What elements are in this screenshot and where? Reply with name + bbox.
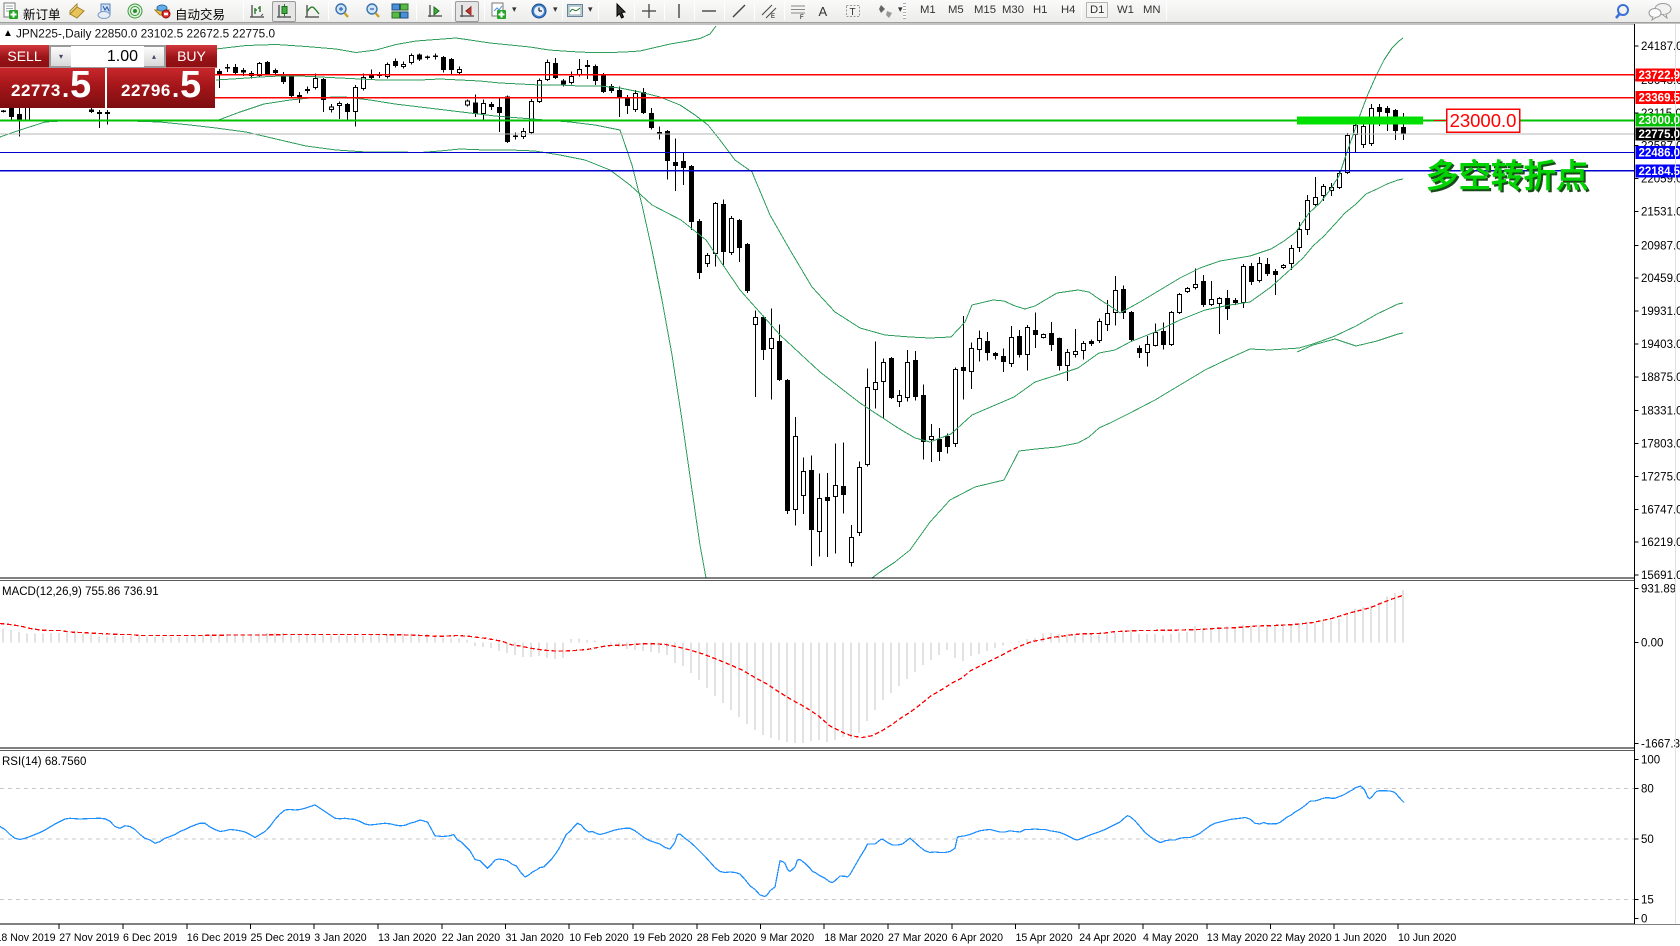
svg-text:24 Apr 2020: 24 Apr 2020 xyxy=(1079,932,1136,944)
svg-text:23000.0: 23000.0 xyxy=(1639,115,1680,127)
svg-text:-1667.31: -1667.31 xyxy=(1641,738,1680,750)
svg-text:931.89: 931.89 xyxy=(1641,584,1676,596)
svg-text:18 Mar 2020: 18 Mar 2020 xyxy=(824,932,884,944)
svg-text:23369.5: 23369.5 xyxy=(1639,93,1680,105)
svg-text:23000.0: 23000.0 xyxy=(1450,110,1517,131)
svg-text:15691.0: 15691.0 xyxy=(1641,570,1680,582)
svg-text:22 May 2020: 22 May 2020 xyxy=(1271,932,1332,944)
svg-text:E: E xyxy=(771,14,775,20)
svg-text:T: T xyxy=(850,7,856,18)
svg-text:4 May 2020: 4 May 2020 xyxy=(1143,932,1198,944)
svg-text:0.00: 0.00 xyxy=(1641,638,1663,650)
svg-text:9 Mar 2020: 9 Mar 2020 xyxy=(761,932,815,944)
svg-text:20987.0: 20987.0 xyxy=(1641,240,1680,252)
svg-text:16 Dec 2019: 16 Dec 2019 xyxy=(187,932,247,944)
svg-text:JPN225-,Daily 22850.0 23102.5: JPN225-,Daily 22850.0 23102.5 22672.5 22… xyxy=(16,27,276,41)
svg-text:10 Jun 2020: 10 Jun 2020 xyxy=(1398,932,1456,944)
svg-text:1 Jun 2020: 1 Jun 2020 xyxy=(1334,932,1387,944)
svg-text:3 Jan 2020: 3 Jan 2020 xyxy=(314,932,367,944)
svg-text:17275.0: 17275.0 xyxy=(1641,472,1680,484)
svg-text:A: A xyxy=(819,4,828,19)
svg-text:27 Nov 2019: 27 Nov 2019 xyxy=(59,932,119,944)
svg-text:18331.0: 18331.0 xyxy=(1641,406,1680,418)
svg-text:6 Dec 2019: 6 Dec 2019 xyxy=(123,932,177,944)
svg-text:100: 100 xyxy=(1641,755,1660,767)
svg-text:6 Apr 2020: 6 Apr 2020 xyxy=(952,932,1003,944)
svg-text:28 Feb 2020: 28 Feb 2020 xyxy=(697,932,757,944)
svg-text:80: 80 xyxy=(1641,783,1654,795)
svg-text:多空转折点: 多空转折点 xyxy=(1426,158,1589,194)
svg-text:10 Feb 2020: 10 Feb 2020 xyxy=(569,932,629,944)
svg-text:25 Dec 2019: 25 Dec 2019 xyxy=(251,932,311,944)
svg-text:24187.0: 24187.0 xyxy=(1641,41,1680,53)
svg-text:0: 0 xyxy=(1641,914,1647,926)
svg-text:27 Mar 2020: 27 Mar 2020 xyxy=(888,932,948,944)
svg-text:19931.0: 19931.0 xyxy=(1641,306,1680,318)
svg-text:19 Feb 2020: 19 Feb 2020 xyxy=(633,932,693,944)
svg-text:13 Jan 2020: 13 Jan 2020 xyxy=(378,932,436,944)
svg-text:22 Jan 2020: 22 Jan 2020 xyxy=(442,932,500,944)
svg-text:18875.0: 18875.0 xyxy=(1641,372,1680,384)
svg-text:22486.0: 22486.0 xyxy=(1639,148,1680,160)
svg-text:15: 15 xyxy=(1641,894,1654,906)
svg-text:19403.0: 19403.0 xyxy=(1641,339,1680,351)
svg-text:22184.5: 22184.5 xyxy=(1639,166,1680,178)
svg-text:20459.0: 20459.0 xyxy=(1641,273,1680,285)
svg-text:RSI(14) 68.7560: RSI(14) 68.7560 xyxy=(2,756,86,768)
svg-text:F: F xyxy=(800,15,804,20)
svg-text:22775.0: 22775.0 xyxy=(1639,129,1680,141)
svg-text:16747.0: 16747.0 xyxy=(1641,504,1680,516)
svg-text:16219.0: 16219.0 xyxy=(1641,537,1680,549)
svg-text:▲: ▲ xyxy=(3,28,13,39)
svg-text:50: 50 xyxy=(1641,834,1654,846)
svg-text:23722.9: 23722.9 xyxy=(1639,70,1680,82)
svg-text:21531.0: 21531.0 xyxy=(1641,207,1680,219)
svg-text:31 Jan 2020: 31 Jan 2020 xyxy=(506,932,564,944)
svg-text:15 Apr 2020: 15 Apr 2020 xyxy=(1016,932,1073,944)
svg-text:17803.0: 17803.0 xyxy=(1641,439,1680,451)
svg-text:18 Nov 2019: 18 Nov 2019 xyxy=(0,932,56,944)
svg-text:13 May 2020: 13 May 2020 xyxy=(1207,932,1268,944)
svg-text:MACD(12,26,9) 755.86 736.91: MACD(12,26,9) 755.86 736.91 xyxy=(2,586,159,598)
